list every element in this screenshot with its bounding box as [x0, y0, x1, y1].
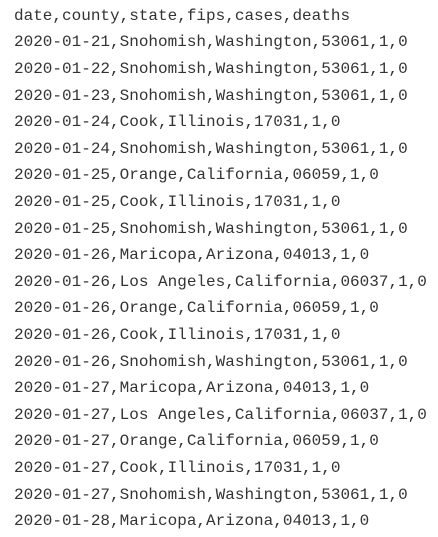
text-line: 2020-01-23,Snohomish,Washington,53061,1,…	[14, 86, 408, 105]
text-line: 2020-01-26,Cook,Illinois,17031,1,0	[14, 325, 341, 344]
text-line: 2020-01-26,Snohomish,Washington,53061,1,…	[14, 352, 408, 371]
text-line: 2020-01-27,Orange,California,06059,1,0	[14, 432, 379, 451]
text-line: 2020-01-27,Maricopa,Arizona,04013,1,0	[14, 379, 370, 398]
text-line: date,county,state,fips,cases,deaths	[14, 6, 351, 25]
text-line: 2020-01-27,Cook,Illinois,17031,1,0	[14, 458, 341, 477]
text-line: 2020-01-27,Snohomish,Washington,53061,1,…	[14, 485, 408, 504]
text-line: 2020-01-26,Los Angeles,California,06037,…	[14, 272, 427, 291]
text-line: 2020-01-27,Los Angeles,California,06037,…	[14, 405, 427, 424]
text-line: 2020-01-24,Cook,Illinois,17031,1,0	[14, 113, 341, 132]
text-line: 2020-01-26,Orange,California,06059,1,0	[14, 299, 379, 318]
text-line: 2020-01-25,Orange,California,06059,1,0	[14, 166, 379, 185]
text-line: 2020-01-25,Cook,Illinois,17031,1,0	[14, 192, 341, 211]
text-line: 2020-01-22,Snohomish,Washington,53061,1,…	[14, 59, 408, 78]
text-line: 2020-01-21,Snohomish,Washington,53061,1,…	[14, 33, 408, 52]
text-line: 2020-01-26,Maricopa,Arizona,04013,1,0	[14, 246, 370, 265]
text-line: 2020-01-25,Snohomish,Washington,53061,1,…	[14, 219, 408, 238]
text-line: 2020-01-28,Maricopa,Arizona,04013,1,0	[14, 512, 370, 531]
text-line: 2020-01-24,Snohomish,Washington,53061,1,…	[14, 139, 408, 158]
